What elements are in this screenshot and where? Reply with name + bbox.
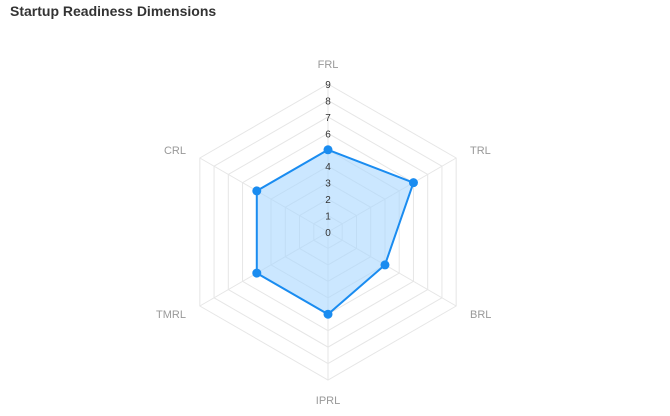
- tick-label: 3: [325, 179, 331, 190]
- tick-label: 1: [325, 212, 331, 223]
- data-point-iprl: [323, 309, 333, 319]
- tick-label: 4: [325, 162, 331, 173]
- data-point-trl: [408, 178, 418, 188]
- data-point-tmrl: [252, 268, 262, 278]
- tick-label: 0: [325, 228, 331, 239]
- axis-label-frl: FRL: [318, 59, 339, 71]
- data-point-frl: [323, 145, 333, 155]
- axis-label-crl: CRL: [164, 145, 186, 157]
- axis-labels: FRL TRL BRL IPRL TMRL CRL: [156, 59, 491, 407]
- series-area-group: [255, 148, 415, 316]
- tick-label: 7: [325, 113, 331, 124]
- tick-label: 9: [325, 80, 331, 91]
- chart-title: Startup Readiness Dimensions: [10, 3, 217, 19]
- series-points: [252, 145, 418, 319]
- axis-label-tmrl: TMRL: [156, 309, 186, 321]
- axis-label-trl: TRL: [470, 145, 491, 157]
- data-point-brl: [380, 260, 390, 270]
- series-area: [255, 148, 415, 316]
- axis-label-iprl: IPRL: [316, 395, 340, 407]
- axis-label-brl: BRL: [470, 309, 491, 321]
- tick-label: 2: [325, 195, 331, 206]
- tick-label: 6: [325, 129, 331, 140]
- data-point-crl: [252, 186, 262, 196]
- tick-label: 8: [325, 96, 331, 107]
